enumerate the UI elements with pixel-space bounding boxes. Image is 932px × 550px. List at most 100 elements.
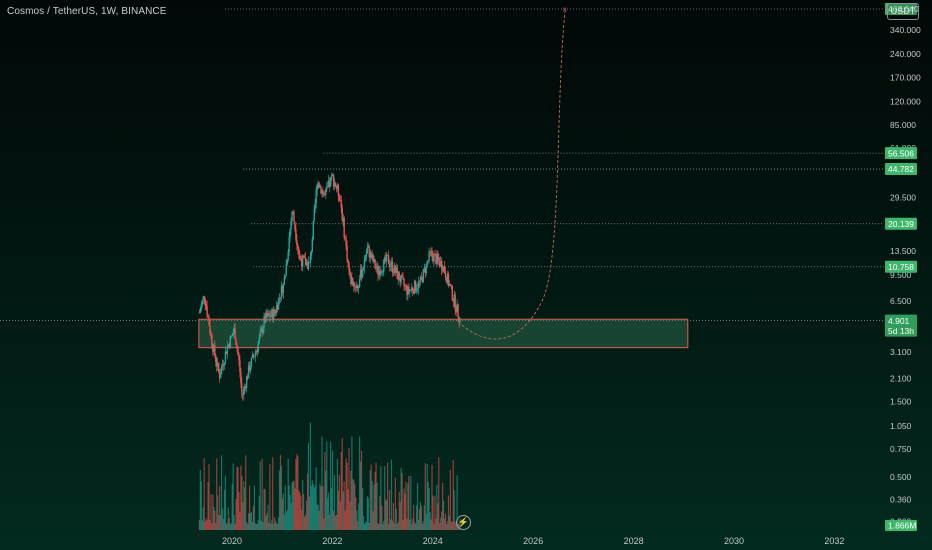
- candle-body: [237, 348, 239, 355]
- candle-body: [353, 283, 355, 287]
- candle-body: [310, 251, 313, 256]
- volume-bar: [339, 501, 341, 530]
- candle-body: [341, 208, 343, 221]
- volume-bar: [219, 485, 221, 530]
- candle-body: [437, 254, 439, 259]
- y-tick-label: 85.000: [890, 120, 916, 130]
- candle-body: [206, 306, 208, 316]
- candle-body: [201, 300, 203, 305]
- volume-bar: [320, 486, 322, 530]
- candle-body: [257, 342, 259, 352]
- candle-body: [232, 333, 234, 336]
- candle-body: [248, 365, 251, 371]
- candle-body: [395, 268, 398, 273]
- volume-bar: [272, 457, 274, 530]
- candle-body: [290, 220, 292, 230]
- candle-body: [413, 281, 416, 294]
- volume-bar: [395, 508, 397, 530]
- candle-body: [213, 344, 215, 352]
- volume-bar: [324, 451, 326, 530]
- volume-bar: [218, 515, 220, 530]
- candle-body: [346, 245, 348, 260]
- candle-body: [378, 270, 380, 275]
- volume-bar: [261, 458, 263, 530]
- volume-bar: [363, 523, 366, 530]
- price-axis[interactable]: 340.000240.000170.000120.00085.00061.000…: [890, 25, 921, 527]
- candle-body: [374, 259, 376, 268]
- candle-body: [254, 352, 257, 357]
- projection-path: ×: [461, 5, 567, 340]
- volume-bar: [300, 495, 302, 530]
- volume-bar: [428, 487, 430, 530]
- candle-body: [377, 266, 379, 275]
- volume-bar: [221, 508, 224, 530]
- volume-bar: [239, 511, 241, 530]
- volume-bar: [383, 520, 385, 530]
- candle-body: [357, 286, 360, 288]
- candle-body: [446, 273, 449, 283]
- time-axis[interactable]: 2020 2022 2024 2026 2028 2030 2032: [222, 536, 844, 546]
- volume-bar: [301, 510, 303, 530]
- candle-body: [215, 355, 217, 362]
- candle-body: [386, 254, 389, 256]
- currency-button[interactable]: USDT: [887, 3, 919, 20]
- volume-bar: [243, 481, 245, 530]
- candle-body: [284, 275, 286, 279]
- candle-body: [239, 360, 241, 372]
- candle-body: [285, 264, 287, 276]
- candle-body: [245, 376, 248, 389]
- candle-body: [277, 298, 280, 310]
- volume-bar: [248, 513, 250, 530]
- candle-body: [342, 217, 344, 221]
- candle-body: [450, 285, 453, 287]
- volume-bar: [390, 459, 393, 530]
- volume-bar: [252, 505, 255, 530]
- candle-body: [319, 186, 321, 188]
- volume-bar: [317, 504, 319, 530]
- volume-bar: [241, 475, 243, 530]
- candle-body: [414, 281, 417, 291]
- candle-body: [258, 336, 260, 343]
- candle-body: [334, 183, 337, 187]
- volume-bar: [430, 519, 432, 530]
- candle-body: [336, 184, 339, 189]
- candle-body: [360, 269, 363, 278]
- candle-body: [301, 255, 304, 267]
- volume-bar: [359, 436, 361, 530]
- volume-bar: [431, 464, 433, 530]
- volume-bar: [448, 515, 451, 530]
- candle-body: [303, 257, 306, 259]
- volume-bar: [222, 519, 225, 530]
- candle-body: [429, 250, 431, 252]
- volume-bar: [441, 511, 443, 530]
- candle-body: [315, 190, 317, 204]
- support-zone: [198, 318, 689, 349]
- candle-body: [221, 364, 224, 367]
- candle-body: [399, 280, 401, 283]
- volume-bar: [202, 507, 204, 530]
- price-level-label-bg: [885, 3, 917, 16]
- volume-bar: [203, 458, 205, 530]
- volume-bar: [394, 477, 396, 530]
- volume-bar: [345, 458, 347, 530]
- candle-body: [214, 344, 216, 356]
- candle-body: [318, 182, 320, 188]
- volume-bar: [357, 521, 359, 530]
- volume-bar: [270, 523, 272, 530]
- candle-body: [384, 257, 387, 262]
- candle-body: [212, 346, 214, 352]
- volume-bar: [360, 450, 363, 530]
- volume-bar: [256, 523, 258, 530]
- candle-body: [387, 255, 390, 264]
- volume-bar: [226, 522, 228, 530]
- volume-bar: [329, 514, 331, 530]
- lightning-icon[interactable]: ⚡: [456, 515, 471, 530]
- volume-bar: [451, 521, 453, 530]
- candle-body: [373, 259, 375, 263]
- volume-bar: [384, 466, 386, 530]
- candle-body: [283, 278, 286, 286]
- candle-body: [246, 376, 249, 379]
- volume-bar: [355, 497, 357, 530]
- volume-bar: [404, 493, 406, 530]
